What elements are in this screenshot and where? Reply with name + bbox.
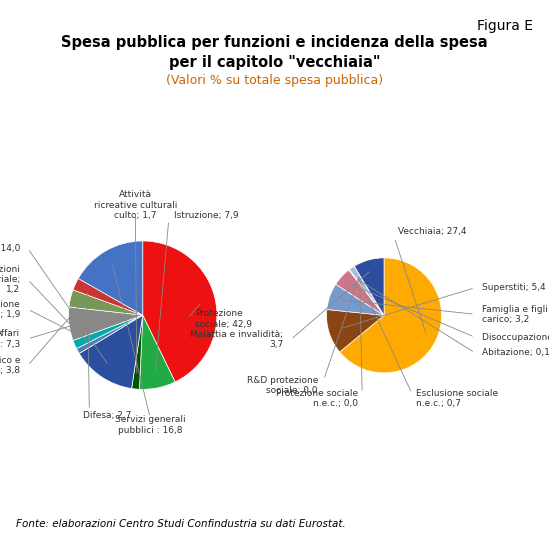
Wedge shape	[354, 258, 384, 315]
Text: Abitazione; 0,1: Abitazione; 0,1	[482, 349, 549, 357]
Text: Famiglia e figli a
carico; 3,2: Famiglia e figli a carico; 3,2	[482, 304, 549, 324]
Wedge shape	[139, 315, 175, 389]
Text: Protezione
sociale; 42,9: Protezione sociale; 42,9	[195, 309, 251, 329]
Wedge shape	[79, 241, 143, 315]
Text: Ordine pubblico e
sicurezza; 3,8: Ordine pubblico e sicurezza; 3,8	[0, 356, 20, 375]
Text: Figura E: Figura E	[477, 19, 533, 33]
Wedge shape	[143, 241, 217, 382]
Text: Superstiti; 5,4: Superstiti; 5,4	[482, 284, 546, 292]
Wedge shape	[327, 284, 384, 315]
Wedge shape	[132, 315, 143, 389]
Wedge shape	[354, 266, 384, 315]
Text: per il capitolo "vecchiaia": per il capitolo "vecchiaia"	[169, 55, 380, 70]
Wedge shape	[73, 315, 143, 349]
Wedge shape	[354, 266, 384, 315]
Text: R&D protezione
sociale; 0,0: R&D protezione sociale; 0,0	[247, 376, 318, 395]
Text: Sanità; 14,0: Sanità; 14,0	[0, 244, 20, 253]
Wedge shape	[76, 315, 143, 353]
Wedge shape	[73, 279, 143, 315]
Wedge shape	[349, 266, 384, 315]
Text: Protezione sociale
n.e.c.; 0,0: Protezione sociale n.e.c.; 0,0	[276, 389, 358, 409]
Text: Esclusione sociale
n.e.c.; 0,7: Esclusione sociale n.e.c.; 0,7	[416, 389, 498, 409]
Text: Istruzione; 7,9: Istruzione; 7,9	[174, 211, 238, 220]
Text: Servizi generali
pubblici : 16,8: Servizi generali pubblici : 16,8	[115, 415, 186, 434]
Text: Abitazioni
assetto territoriale;
1,2: Abitazioni assetto territoriale; 1,2	[0, 265, 20, 294]
Text: Fonte: elaborazioni Centro Studi Confindustria su dati Eurostat.: Fonte: elaborazioni Centro Studi Confind…	[16, 519, 346, 529]
Wedge shape	[69, 290, 143, 315]
Text: Spesa pubblica per funzioni e incidenza della spesa: Spesa pubblica per funzioni e incidenza …	[61, 35, 488, 50]
Wedge shape	[335, 270, 384, 315]
Wedge shape	[327, 309, 384, 352]
Text: Affari
economici : 7,3: Affari economici : 7,3	[0, 329, 20, 349]
Wedge shape	[340, 258, 441, 373]
Text: (Valori % su totale spesa pubblica): (Valori % su totale spesa pubblica)	[166, 74, 383, 87]
Wedge shape	[79, 315, 143, 389]
Text: Vecchiaia; 27,4: Vecchiaia; 27,4	[399, 228, 467, 236]
Text: Attività
ricreative culturali
culto; 1,7: Attività ricreative culturali culto; 1,7	[94, 191, 177, 220]
Wedge shape	[69, 307, 143, 340]
Text: Malattia e invalidità;
3,7: Malattia e invalidità; 3,7	[191, 330, 283, 349]
Wedge shape	[349, 270, 384, 315]
Text: Disoccupazione; 2,3: Disoccupazione; 2,3	[482, 333, 549, 342]
Text: Difesa; 2,7: Difesa; 2,7	[83, 411, 132, 420]
Text: Protezione
dell'ambiente; 1,9: Protezione dell'ambiente; 1,9	[0, 300, 20, 319]
